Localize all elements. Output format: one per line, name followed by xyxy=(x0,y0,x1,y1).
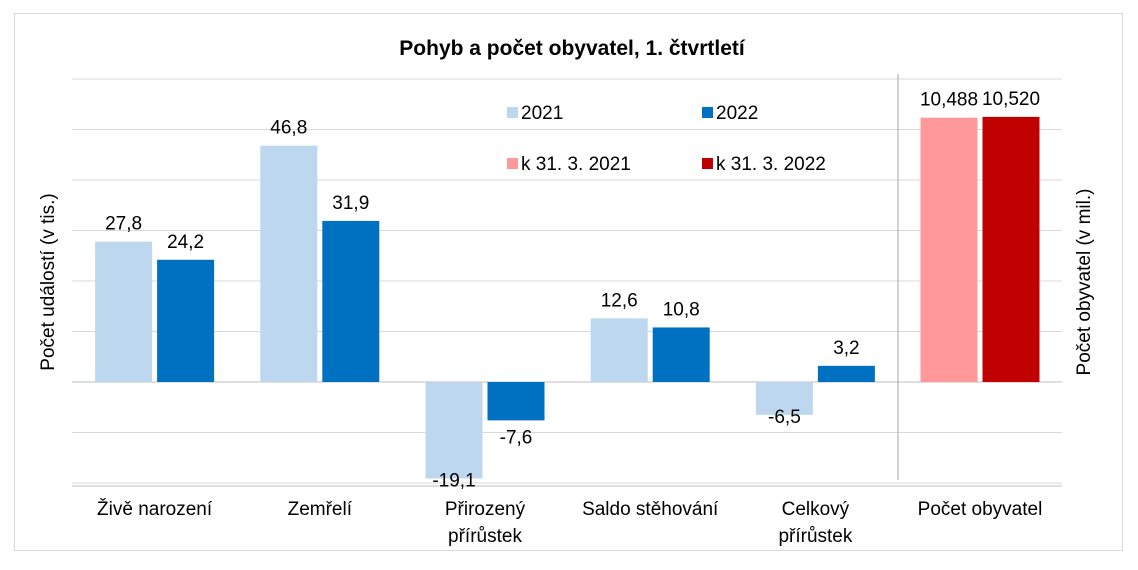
data-label: 10,8 xyxy=(663,299,700,320)
x-tick-labels: Živě narození Zemřelí Přirozený přírůstek Sa… xyxy=(97,498,1042,547)
data-label: 31,9 xyxy=(332,193,369,214)
x-tick-label: Zemřelí xyxy=(288,499,353,520)
bar xyxy=(817,365,875,382)
bar xyxy=(260,145,318,382)
legend-label: k 31. 3. 2022 xyxy=(716,154,826,175)
bar xyxy=(920,117,978,383)
x-tick-label: přírůstek xyxy=(778,526,852,547)
x-tick-label: přírůstek xyxy=(448,526,522,547)
legend-swatch xyxy=(702,158,713,169)
bar xyxy=(157,259,215,382)
bar xyxy=(982,116,1040,383)
x-tick-label: Přirozený xyxy=(445,499,526,520)
bar xyxy=(95,241,153,382)
bar xyxy=(322,220,380,382)
legend-swatch xyxy=(507,158,518,169)
x-tick-label: Saldo stěhování xyxy=(582,499,719,520)
data-label: 12,6 xyxy=(601,290,638,311)
bar xyxy=(755,382,813,415)
x-tick-label: Počet obyvatel xyxy=(918,499,1043,520)
legend-label: 2022 xyxy=(716,103,758,124)
data-label: 27,8 xyxy=(105,214,142,235)
data-label: -6,5 xyxy=(768,407,801,428)
bar xyxy=(652,327,710,382)
bar xyxy=(590,318,648,382)
legend-label: k 31. 3. 2021 xyxy=(521,154,631,175)
x-tick-label: Živě narození xyxy=(97,498,213,520)
y-axis-label-right: Počet obyvatel (v mil.) xyxy=(1074,189,1095,376)
bar xyxy=(425,382,483,479)
data-label: 10,488 xyxy=(920,90,978,111)
data-label: 3,2 xyxy=(833,338,859,359)
bars-group xyxy=(95,116,1040,479)
bar xyxy=(487,382,545,421)
gridlines xyxy=(72,74,1062,487)
x-tick-label: Celkový xyxy=(782,499,850,520)
data-labels-group: 27,8 46,8 -19,1 12,6 -6,5 24,2 31,9 -7,6 10,8 3,2… xyxy=(105,89,1040,492)
legend: 2021 2022 k 31. 3. 2021 k 31. 3. 2022 xyxy=(507,103,826,175)
legend-label: 2021 xyxy=(521,103,563,124)
legend-swatch xyxy=(507,107,518,118)
data-label: 10,520 xyxy=(982,89,1040,110)
data-label: -7,6 xyxy=(500,427,533,448)
legend-swatch xyxy=(702,107,713,118)
chart-title: Pohyb a počet obyvatel, 1. čtvrtletí xyxy=(399,37,746,60)
data-label: 24,2 xyxy=(167,232,204,253)
y-axis-label-left: Počet událostí (v tis.) xyxy=(38,193,59,370)
data-label: 46,8 xyxy=(270,118,307,139)
data-label: -19,1 xyxy=(432,470,475,491)
